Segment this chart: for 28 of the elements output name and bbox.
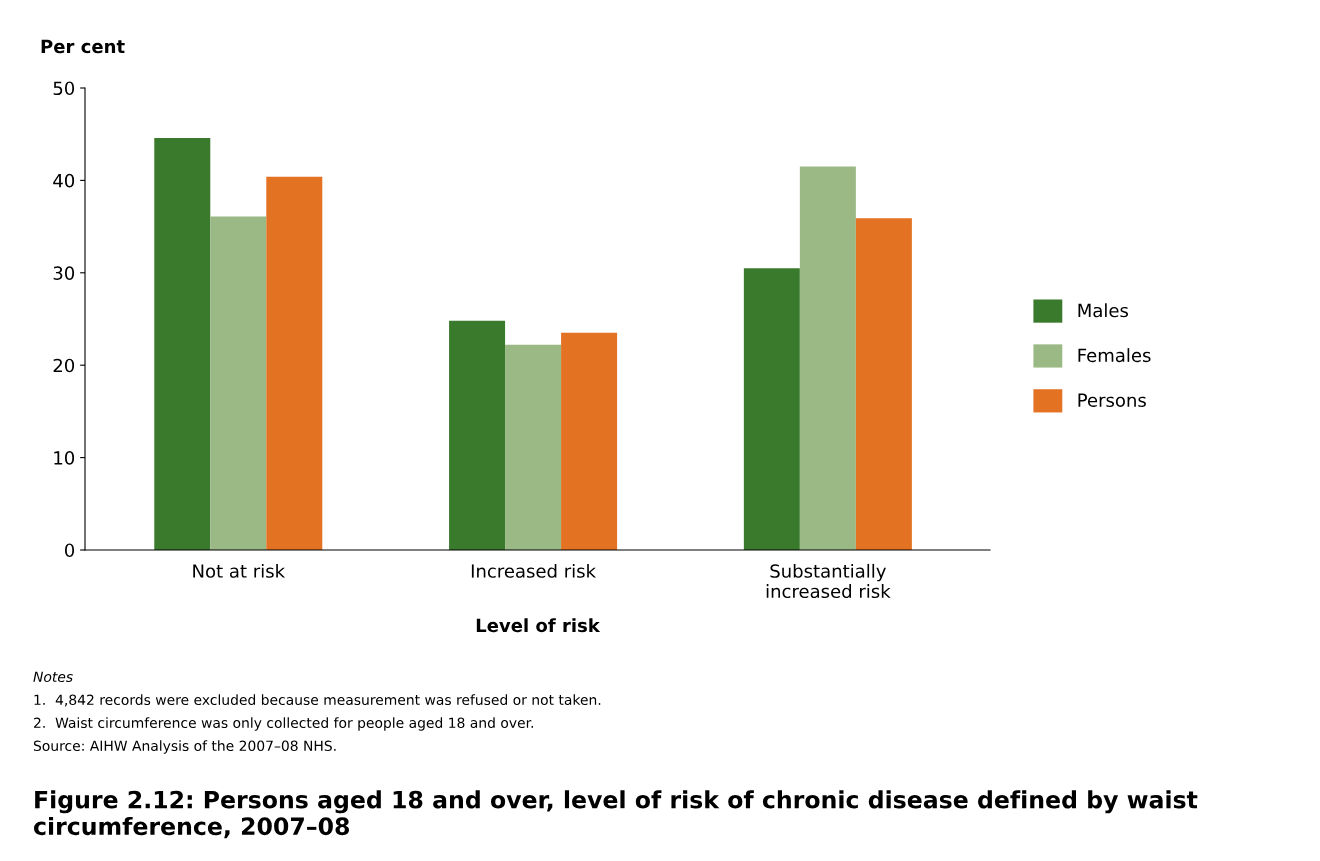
y-tick-label: 0 [64, 543, 75, 558]
x-tick-label: Increased risk [471, 563, 596, 578]
x-tick-label: Substantially increased risk [766, 563, 891, 599]
text: 2. Waist circumference was only collected for people aged 18 and over. [34, 717, 533, 731]
bar [266, 176, 323, 550]
bar [855, 218, 912, 550]
text: Figure 2.12: Persons aged 18 and over, level of risk of chronic disease defined by waist circumference, 2007–08 [34, 790, 1198, 839]
text: 1. 4,842 records were excluded because measurement was refused or not taken. [34, 694, 601, 707]
y-tick-label: 30 [53, 266, 75, 280]
bar [449, 320, 506, 550]
y-tick-label: 10 [54, 451, 75, 465]
y-tick-label: 40 [53, 173, 75, 188]
bar [799, 166, 856, 550]
y-tick-label: 20 [53, 358, 75, 373]
y-axis-title: Per cent [41, 39, 125, 54]
bar [743, 268, 800, 550]
legend-label: Males [1078, 303, 1129, 318]
bar [154, 137, 211, 550]
source-note: Source: AIHW Analysis of the 2007–08 NHS. [33, 740, 336, 754]
y-tick-label: 50 [53, 81, 75, 96]
legend-label: Persons [1078, 393, 1146, 407]
text: Notes [33, 671, 73, 683]
legend-label: Females [1078, 348, 1151, 363]
bar [210, 216, 267, 550]
bar [561, 332, 618, 550]
bar [505, 344, 562, 550]
x-tick-label: Not at risk [193, 563, 286, 578]
x-axis-title: Level of risk [476, 618, 601, 633]
